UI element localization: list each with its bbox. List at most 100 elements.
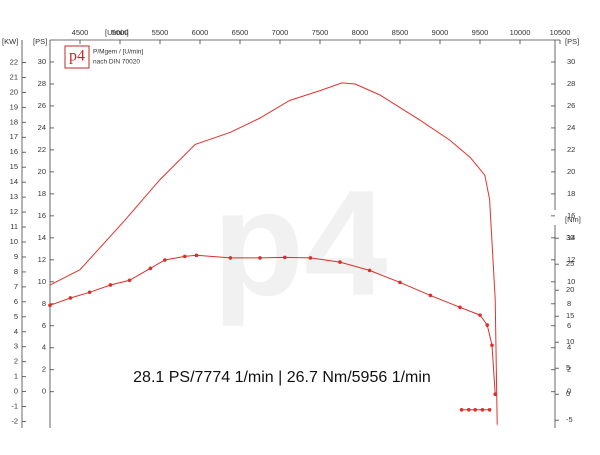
kw-tick-label: 10 xyxy=(10,237,18,246)
y2-tick-label: 5 xyxy=(566,363,570,372)
y-tick-label: 16 xyxy=(38,211,46,220)
kw-tick-label: 15 xyxy=(10,162,18,171)
series-point xyxy=(228,256,233,260)
y-tick-label: 22 xyxy=(38,145,46,154)
y2-tick-label: 10 xyxy=(566,337,574,346)
y-tick-label: 12 xyxy=(38,255,46,264)
y-tick-label: 10 xyxy=(38,277,46,286)
series-point xyxy=(485,323,490,327)
y2-tick-label: 30 xyxy=(566,233,574,242)
y-tick-label-right: 30 xyxy=(567,57,575,66)
series-point xyxy=(68,296,73,300)
x-tick-label: 7000 xyxy=(272,28,289,37)
series-point xyxy=(473,407,478,412)
series-point xyxy=(163,258,167,262)
y-tick-label-right: 6 xyxy=(567,321,571,330)
x-tick-label: 9000 xyxy=(432,28,449,37)
kw-tick-label: -2 xyxy=(11,417,18,426)
series-point xyxy=(467,407,471,412)
series-point xyxy=(367,268,372,273)
y-tick-label-right: 22 xyxy=(567,145,575,154)
kw-tick-label: 5 xyxy=(14,312,18,321)
kw-tick-label: 12 xyxy=(10,207,18,216)
kw-tick-label: 13 xyxy=(10,192,18,201)
kw-tick-label: 9 xyxy=(14,252,18,261)
kw-tick-label: 14 xyxy=(10,177,18,186)
y-tick-label: 18 xyxy=(38,189,46,198)
kw-label: [KW] xyxy=(2,37,18,46)
y-tick-label: 0 xyxy=(42,387,46,396)
series-point xyxy=(398,280,402,285)
series-point xyxy=(308,256,313,260)
kw-tick-label: 6 xyxy=(14,297,18,306)
y-tick-label-right: 0 xyxy=(567,387,571,396)
legend-line: P/Mgem / [U/min] xyxy=(93,49,143,56)
y2-tick-label: -5 xyxy=(566,415,573,424)
y-tick-label: 26 xyxy=(38,101,46,110)
series-point xyxy=(478,313,482,317)
y-tick-label-right: 12 xyxy=(567,255,575,264)
rpm-label: [U/min] xyxy=(105,28,129,37)
series-point xyxy=(480,407,485,412)
y-tick-label-right: 4 xyxy=(567,343,571,352)
kw-tick-label: 21 xyxy=(10,72,18,81)
y-tick-label-right: 16 xyxy=(567,211,575,220)
kw-tick-label: 1 xyxy=(14,372,18,381)
x-tick-label: 10500 xyxy=(550,28,571,37)
kw-tick-label: 3 xyxy=(14,342,18,351)
series-point xyxy=(459,407,464,412)
x-tick-label: 10000 xyxy=(510,28,531,37)
kw-tick-label: -1 xyxy=(11,402,18,411)
y-tick-label: 2 xyxy=(42,365,46,374)
kw-tick-label: 22 xyxy=(10,57,18,66)
y2-tick-label: 15 xyxy=(566,311,574,320)
ps-label-right: [PS] xyxy=(565,37,579,46)
x-tick-label: 5000 xyxy=(112,28,129,37)
series-point xyxy=(458,305,462,310)
y2-tick-label: 25 xyxy=(566,259,574,268)
series-point xyxy=(194,253,199,258)
kw-tick-label: 0 xyxy=(14,387,18,396)
y-tick-label-right: 28 xyxy=(567,79,575,88)
annotation: 28.1 PS/7774 1/min | 26.7 Nm/5956 1/min xyxy=(133,369,431,386)
x-tick-label: 7500 xyxy=(312,28,329,37)
series-point xyxy=(183,254,187,259)
series-line xyxy=(49,82,498,425)
y-tick-label-right: 10 xyxy=(567,277,575,286)
series-line xyxy=(49,254,496,395)
series-point xyxy=(338,260,342,264)
kw-tick-label: 7 xyxy=(14,282,18,291)
y-tick-label-right: 20 xyxy=(567,167,575,176)
kw-tick-label: 19 xyxy=(10,102,18,111)
x-tick-label: 4500 xyxy=(72,28,89,37)
series-point xyxy=(87,290,92,295)
y-tick-label: 20 xyxy=(38,167,46,176)
x-tick-label: 9500 xyxy=(472,28,489,37)
series-point xyxy=(428,293,433,298)
kw-tick-label: 8 xyxy=(14,267,18,276)
y-tick-label: 8 xyxy=(42,299,46,308)
kw-tick-label: 2 xyxy=(14,357,18,366)
series-point xyxy=(48,303,52,308)
x-tick-label: 8500 xyxy=(392,28,409,37)
y-tick-label-right: 18 xyxy=(567,189,575,198)
series-point xyxy=(148,266,153,271)
y-tick-label: 4 xyxy=(42,343,46,352)
y-tick-label-right: 8 xyxy=(567,299,571,308)
x-tick-label: 8000 xyxy=(352,28,369,37)
series-point xyxy=(258,256,262,260)
y-tick-label: 24 xyxy=(38,123,46,132)
series-point xyxy=(490,343,494,348)
x-tick-label: 6500 xyxy=(232,28,249,37)
kw-tick-label: 20 xyxy=(10,87,18,96)
watermark: p4 xyxy=(212,159,387,327)
kw-tick-label: 16 xyxy=(10,147,18,156)
x-tick-label: 6000 xyxy=(192,28,209,37)
y-tick-label-right: 2 xyxy=(567,365,571,374)
y-tick-label: 30 xyxy=(38,57,46,66)
y2-tick-label: 0 xyxy=(566,389,570,398)
series-point xyxy=(493,392,498,396)
ps-label: [PS] xyxy=(33,37,47,46)
y-tick-label: 6 xyxy=(42,321,46,330)
kw-tick-label: 17 xyxy=(10,132,18,141)
